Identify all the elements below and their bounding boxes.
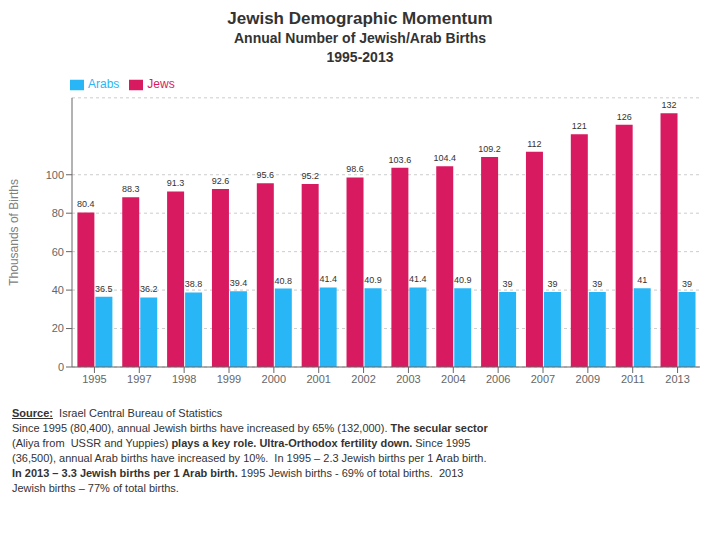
svg-text:41.4: 41.4 bbox=[409, 274, 427, 284]
svg-text:40.9: 40.9 bbox=[454, 275, 472, 285]
svg-text:38.8: 38.8 bbox=[185, 279, 203, 289]
svg-text:2007: 2007 bbox=[531, 373, 555, 385]
html-text:In 2013 – 3.3 Jewish births pe: In 2013 – 3.3 Jewish births per 1 Arab b… bbox=[12, 467, 464, 479]
html-text:1995-2013: 1995-2013 bbox=[326, 49, 394, 65]
svg-text:80.4: 80.4 bbox=[77, 199, 95, 209]
svg-text:91.3: 91.3 bbox=[167, 178, 185, 188]
svg-text:2001: 2001 bbox=[306, 373, 330, 385]
svg-text:Thousands of Births: Thousands of Births bbox=[8, 179, 21, 286]
svg-text:2000: 2000 bbox=[262, 373, 286, 385]
svg-text:0: 0 bbox=[58, 361, 64, 373]
svg-text:1995: 1995 bbox=[82, 373, 106, 385]
svg-text:121: 121 bbox=[572, 121, 587, 131]
svg-text:39.4: 39.4 bbox=[230, 278, 248, 288]
svg-text:80: 80 bbox=[52, 207, 64, 219]
html-text:Source: Israel Central Bureau: Source: Israel Central Bureau of Statist… bbox=[12, 407, 223, 419]
svg-text:36.2: 36.2 bbox=[140, 284, 158, 294]
svg-text:2013: 2013 bbox=[665, 373, 689, 385]
svg-text:41.4: 41.4 bbox=[319, 274, 337, 284]
svg-text:95.2: 95.2 bbox=[301, 171, 319, 181]
svg-text:39: 39 bbox=[503, 279, 513, 289]
svg-text:109.2: 109.2 bbox=[478, 144, 501, 154]
svg-text:40.9: 40.9 bbox=[364, 275, 382, 285]
html-text:Annual Number of Jewish/Arab B: Annual Number of Jewish/Arab Births bbox=[234, 30, 486, 46]
svg-text:40.8: 40.8 bbox=[275, 276, 293, 286]
svg-text:2011: 2011 bbox=[621, 373, 645, 385]
svg-text:98.6: 98.6 bbox=[346, 164, 364, 174]
svg-text:103.6: 103.6 bbox=[389, 155, 412, 165]
svg-text:39: 39 bbox=[547, 279, 557, 289]
svg-text:41: 41 bbox=[637, 275, 647, 285]
svg-text:2004: 2004 bbox=[441, 373, 465, 385]
html-text:Arabs: Arabs bbox=[88, 77, 120, 91]
html-text:Since 1995 (80,400), annual Je: Since 1995 (80,400), annual Jewish birth… bbox=[12, 422, 488, 434]
html-text:Jews: Jews bbox=[147, 77, 175, 91]
svg-text:39: 39 bbox=[592, 279, 602, 289]
svg-text:1997: 1997 bbox=[127, 373, 151, 385]
svg-text:36.5: 36.5 bbox=[95, 284, 113, 294]
svg-text:126: 126 bbox=[617, 112, 632, 122]
svg-text:112: 112 bbox=[527, 139, 541, 149]
svg-text:20: 20 bbox=[52, 322, 64, 334]
svg-text:88.3: 88.3 bbox=[122, 184, 140, 194]
svg-text:40: 40 bbox=[52, 284, 64, 296]
svg-text:2009: 2009 bbox=[576, 373, 600, 385]
svg-text:60: 60 bbox=[52, 246, 64, 258]
html-text:(Aliya from USSR and Yuppies): (Aliya from USSR and Yuppies) plays a ke… bbox=[12, 437, 471, 449]
svg-text:2006: 2006 bbox=[486, 373, 510, 385]
svg-text:92.6: 92.6 bbox=[212, 176, 230, 186]
html-text:Jewish Demographic Momentum: Jewish Demographic Momentum bbox=[227, 9, 493, 28]
svg-text:100: 100 bbox=[46, 169, 64, 181]
svg-text:132: 132 bbox=[662, 100, 677, 110]
svg-text:2002: 2002 bbox=[351, 373, 375, 385]
svg-text:1999: 1999 bbox=[217, 373, 241, 385]
svg-text:39: 39 bbox=[682, 279, 692, 289]
html-text:(36,500), annual Arab births h: (36,500), annual Arab births have increa… bbox=[12, 452, 487, 464]
svg-text:95.6: 95.6 bbox=[257, 170, 275, 180]
html-text:Jewish births – 77% of total b: Jewish births – 77% of total births. bbox=[12, 482, 179, 494]
svg-text:104.4: 104.4 bbox=[433, 153, 456, 163]
svg-text:1998: 1998 bbox=[172, 373, 196, 385]
svg-text:2003: 2003 bbox=[396, 373, 420, 385]
